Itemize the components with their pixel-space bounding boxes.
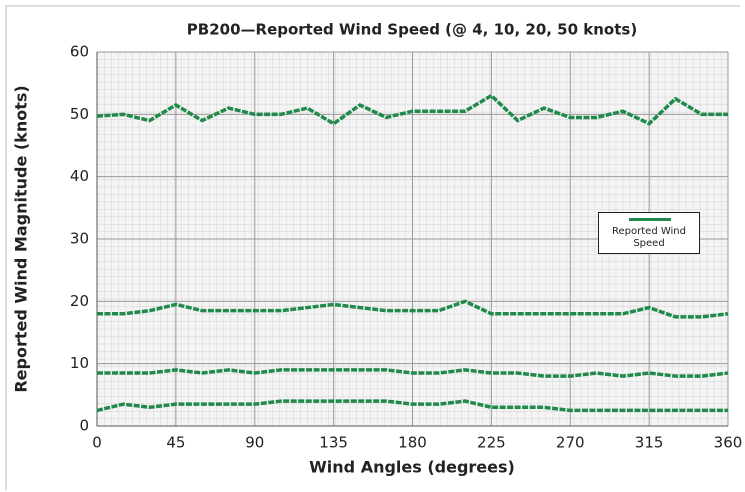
x-tick-label: 315 xyxy=(635,434,664,452)
x-tick-label: 45 xyxy=(166,434,185,452)
y-tick-label: 10 xyxy=(70,354,89,372)
x-tick-label: 135 xyxy=(319,434,348,452)
series-line xyxy=(96,93,728,126)
x-tick-label: 360 xyxy=(714,434,743,452)
legend-swatch xyxy=(629,218,671,221)
series-line xyxy=(97,299,729,319)
legend-label: Reported Wind Speed xyxy=(612,226,686,249)
x-tick-label: 90 xyxy=(245,434,264,452)
frame xyxy=(5,5,740,490)
x-axis-label: Wind Angles (degrees) xyxy=(309,458,515,477)
y-tick-label: 20 xyxy=(70,292,89,310)
axis xyxy=(96,52,728,427)
x-tick-label: 270 xyxy=(556,434,585,452)
y-tick-label: 0 xyxy=(79,417,89,435)
y-tick-label: 60 xyxy=(70,43,89,61)
y-axis-label: Reported Wind Magnitude (knots) xyxy=(12,85,31,392)
x-tick-label: 225 xyxy=(477,434,506,452)
y-tick-label: 50 xyxy=(70,105,89,123)
x-tick-label: 180 xyxy=(398,434,427,452)
series-line xyxy=(96,399,728,413)
series-line xyxy=(97,368,729,378)
y-tick-label: 40 xyxy=(70,167,89,185)
x-tick-label: 0 xyxy=(92,434,102,452)
chart-title: PB200—Reported Wind Speed (@ 4, 10, 20, … xyxy=(187,21,637,39)
legend: Reported Wind Speed xyxy=(598,212,700,254)
y-tick-label: 30 xyxy=(70,230,89,248)
